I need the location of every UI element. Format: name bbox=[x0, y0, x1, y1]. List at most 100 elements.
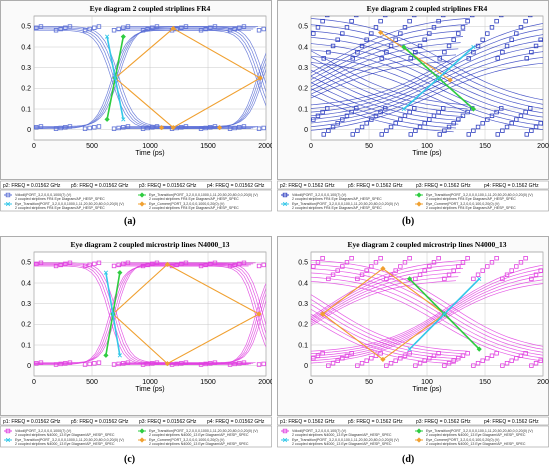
eye-marker bbox=[422, 121, 427, 126]
eye-marker bbox=[402, 353, 408, 358]
eye-marker bbox=[232, 361, 237, 367]
eye-trace bbox=[311, 75, 461, 121]
eye-marker bbox=[355, 363, 360, 368]
eye-marker bbox=[465, 109, 470, 115]
frequency-label: p3: FREQ = 0.01562 GHz bbox=[139, 183, 197, 189]
eye-marker bbox=[413, 363, 418, 368]
eye-marker bbox=[431, 353, 437, 358]
eye-marker bbox=[315, 353, 321, 358]
freq-bar bbox=[277, 416, 549, 426]
x-tick-label: 0 bbox=[309, 143, 313, 150]
eye-marker bbox=[417, 360, 423, 366]
chart-a: Eye diagram 2 coupled striplines FR4 0 0.1… bbox=[0, 0, 272, 212]
eye-marker bbox=[34, 25, 39, 30]
eye-marker bbox=[154, 24, 160, 29]
eye-marker bbox=[261, 262, 266, 268]
eye-trace bbox=[123, 262, 266, 327]
y-tick-label: 0.5 bbox=[21, 24, 31, 31]
eye-marker bbox=[509, 358, 514, 363]
eye-marker bbox=[311, 31, 316, 36]
chart-title: Eye diagram 2 coupled striplines FR4 bbox=[90, 4, 211, 13]
eye-marker bbox=[378, 18, 383, 24]
eye-transition-marker bbox=[476, 346, 482, 352]
eye-marker bbox=[369, 356, 374, 361]
frequency-label: p4: FREQ = 0.01562 GHz bbox=[207, 183, 265, 189]
legend-entry: Eye_Cornere(PORT_3,2,0,0,0,100,0,20(0) (… bbox=[426, 202, 499, 206]
eye-marker bbox=[369, 31, 374, 36]
eye-marker bbox=[237, 125, 242, 130]
eye-marker bbox=[500, 128, 505, 133]
frequency-label: p5: FREQ = 0.01562 GHz bbox=[71, 183, 129, 189]
legend-box bbox=[0, 425, 272, 448]
eye-marker bbox=[514, 31, 519, 36]
eye-marker bbox=[256, 28, 262, 33]
eye-transition-marker bbox=[407, 276, 413, 282]
y-tick-label: 0.3 bbox=[298, 65, 308, 72]
caption-a: (a) bbox=[124, 216, 136, 227]
eye-marker bbox=[494, 18, 499, 24]
eye-marker bbox=[495, 56, 500, 61]
eye-marker bbox=[154, 124, 160, 129]
eye-trace bbox=[311, 264, 543, 350]
legend-swatch-marker bbox=[5, 437, 11, 443]
y-tick-label: 0.1 bbox=[298, 342, 308, 349]
eye-marker bbox=[96, 124, 102, 129]
x-tick-label: 1000 bbox=[142, 379, 158, 386]
frequency-label: p2: FREQ = 0.01562 GHz bbox=[3, 183, 61, 189]
eye-marker bbox=[212, 360, 218, 365]
legend-entry-sub: 2 coupled striplines FR4 Eye Diagram/AP_… bbox=[15, 197, 105, 201]
eye-marker bbox=[499, 106, 504, 111]
eye-marker bbox=[311, 356, 316, 361]
y-tick-label: 0.1 bbox=[298, 106, 308, 113]
eye-marker bbox=[116, 262, 121, 268]
eye-marker bbox=[373, 113, 379, 119]
eye-transition2-marker bbox=[117, 353, 122, 358]
legend-swatch-marker bbox=[416, 192, 422, 198]
eye-marker bbox=[538, 358, 543, 363]
eye-marker bbox=[402, 25, 408, 30]
eye-marker bbox=[350, 132, 355, 137]
eye-marker bbox=[485, 31, 490, 36]
eye-marker bbox=[523, 351, 528, 356]
eye-marker bbox=[413, 128, 418, 133]
eye-marker bbox=[466, 132, 471, 137]
eye-marker bbox=[335, 37, 340, 42]
eye-marker bbox=[398, 356, 403, 361]
eye-marker bbox=[179, 261, 184, 267]
eye-marker bbox=[34, 261, 39, 267]
eye-marker bbox=[436, 255, 441, 261]
caption-b: (b) bbox=[402, 216, 415, 227]
frequency-label: p1: FREQ = 0.01562 GHz bbox=[3, 419, 61, 425]
eye-marker bbox=[179, 361, 184, 366]
eye-marker bbox=[154, 260, 160, 266]
eye-corner-marker bbox=[380, 265, 386, 272]
eye-marker bbox=[58, 26, 63, 32]
eye-marker bbox=[111, 28, 117, 33]
x-tick-label: 50 bbox=[365, 143, 373, 150]
x-tick-label: 200 bbox=[537, 143, 549, 150]
legend-entry-sub: 2 coupled striplines N4000_13 Eye Diagra… bbox=[426, 433, 526, 437]
eye-marker bbox=[500, 363, 505, 368]
chart-title: Eye diagram 2 coupled microstrip lines N… bbox=[70, 240, 229, 249]
eye-marker bbox=[514, 264, 519, 269]
eye-marker bbox=[212, 124, 218, 129]
eye-marker bbox=[349, 351, 354, 356]
eye-marker bbox=[485, 264, 490, 269]
legend-entry-sub: 2 coupled striplines N4000_13 Eye Diagra… bbox=[149, 433, 249, 437]
eye-marker bbox=[471, 363, 476, 368]
eye-marker bbox=[261, 361, 266, 367]
eye-marker bbox=[121, 25, 126, 30]
eye-marker bbox=[529, 276, 534, 282]
eye-marker bbox=[524, 56, 529, 61]
eye-marker bbox=[183, 260, 189, 266]
eye-marker bbox=[407, 109, 412, 115]
eye-marker bbox=[494, 109, 499, 115]
legend-entry-sub: 2 coupled striplines FR4 Eye Diagram/AP_… bbox=[426, 206, 516, 210]
legend-entry-sub: 2 coupled striplines N4000_13 Eye Diagra… bbox=[426, 442, 526, 446]
eye-marker bbox=[330, 124, 336, 130]
eye-transition2-marker bbox=[121, 117, 126, 122]
x-tick-label: 100 bbox=[421, 143, 433, 150]
eye-marker bbox=[518, 25, 524, 30]
eye-marker bbox=[475, 272, 481, 277]
eye-marker bbox=[466, 56, 471, 61]
